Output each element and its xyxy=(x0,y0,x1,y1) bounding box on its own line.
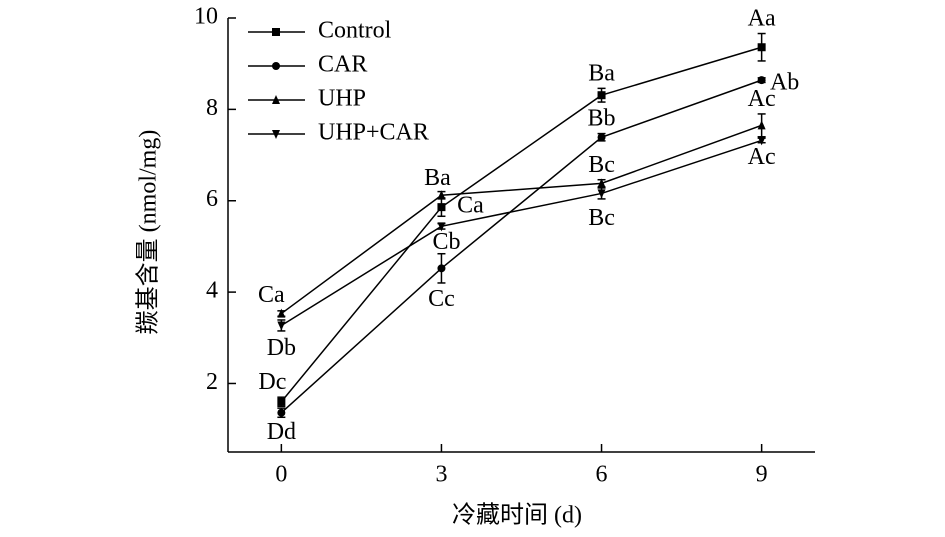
legend-label: UHP+CAR xyxy=(318,120,429,146)
point-label: Ba xyxy=(424,165,451,191)
data-point xyxy=(277,408,286,417)
y-tick-label: 2 xyxy=(206,369,218,395)
point-label: Ac xyxy=(748,86,776,112)
point-label: Bc xyxy=(588,152,615,178)
x-tick-label: 6 xyxy=(596,462,608,488)
y-tick-label: 8 xyxy=(206,95,218,121)
data-point xyxy=(277,308,286,318)
series-line xyxy=(280,139,762,327)
point-label: Ac xyxy=(748,144,776,170)
data-point xyxy=(437,190,446,200)
legend-marker xyxy=(272,62,280,70)
data-point xyxy=(597,189,606,199)
x-tick-label: 3 xyxy=(435,462,447,488)
data-point xyxy=(757,136,766,146)
point-label: Db xyxy=(267,335,296,361)
series-line xyxy=(280,124,762,315)
y-tick-label: 6 xyxy=(206,186,218,212)
legend-label: UHP xyxy=(318,86,366,112)
data-point xyxy=(277,321,286,331)
point-label: Bb xyxy=(588,106,616,132)
point-label: Ab xyxy=(770,70,799,96)
data-point xyxy=(437,222,446,232)
point-label: Ba xyxy=(588,61,615,87)
data-point xyxy=(277,397,286,406)
point-label: Cb xyxy=(432,229,460,255)
point-label: Ca xyxy=(457,193,484,219)
point-label: Bc xyxy=(588,205,615,231)
x-tick-label: 0 xyxy=(275,462,287,488)
point-label: Dd xyxy=(267,419,296,445)
x-axis-label: 冷藏时间 (d) xyxy=(452,502,582,529)
legend-marker xyxy=(272,95,280,104)
point-label: Ca xyxy=(258,282,285,308)
legend-marker xyxy=(272,28,280,36)
data-point xyxy=(597,133,606,142)
data-point xyxy=(437,264,446,273)
x-tick-label: 9 xyxy=(756,462,768,488)
data-point xyxy=(757,43,766,52)
point-label: Aa xyxy=(748,6,776,32)
series-line xyxy=(280,46,762,403)
data-point xyxy=(757,120,766,130)
data-point xyxy=(597,91,606,100)
legend-label: Control xyxy=(318,18,392,44)
y-axis-label: 羰基含量 (nmol/mg) xyxy=(135,130,162,335)
point-label: Dc xyxy=(258,369,286,395)
y-tick-label: 4 xyxy=(206,278,218,304)
data-point xyxy=(597,178,606,188)
series-line xyxy=(280,79,762,414)
legend-marker xyxy=(272,130,280,139)
data-point xyxy=(757,76,766,85)
y-tick-label: 10 xyxy=(194,4,218,30)
point-label: Cc xyxy=(428,286,455,312)
data-point xyxy=(437,203,446,212)
legend-label: CAR xyxy=(318,52,367,78)
